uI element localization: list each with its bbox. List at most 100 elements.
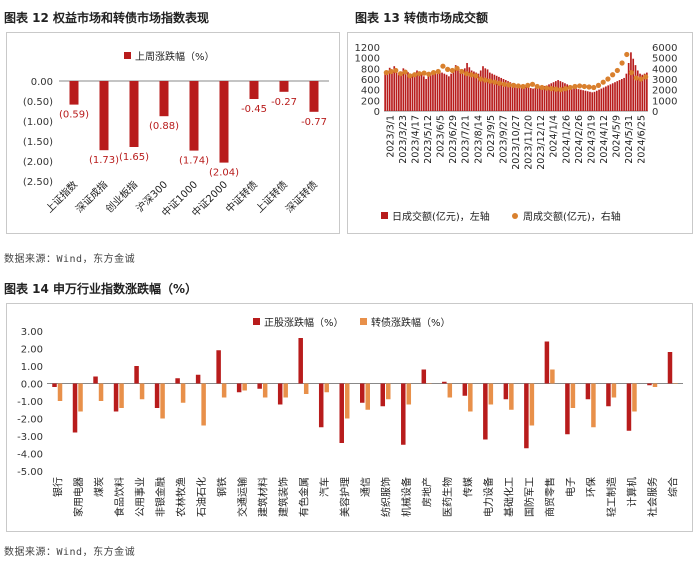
fig13-xtick-label: 2024/5/9	[612, 115, 623, 158]
fig13-daily-bar	[466, 63, 468, 111]
fig13-weekly-point	[614, 67, 620, 74]
fig13-weekly-point	[628, 70, 635, 76]
fig13-daily-bar	[620, 79, 623, 111]
fig12-data-label: (0.59)	[59, 110, 89, 121]
fig12-category-label: 中证转债	[223, 178, 260, 215]
fig13-daily-bar	[516, 84, 518, 111]
fig13-daily-bar	[475, 72, 478, 111]
fig13-weekly-point	[383, 70, 389, 76]
fig13-right-ytick-label: 3000	[652, 75, 677, 86]
fig14-category-label: 交通运输	[236, 477, 249, 517]
fig14-cb-bar	[139, 383, 145, 400]
fig12-category-label: 深证转债	[283, 178, 320, 215]
fig13-weekly-point	[562, 86, 569, 92]
fig12-data-label: (1.74)	[179, 156, 209, 167]
fig14-chart: 3.00 2.00 1.00 0.00 -1.00 -2.00 -3.00 -4.00 -5.0…	[17, 316, 683, 517]
fig13-daily-bar	[611, 83, 614, 111]
fig13-xtick-label: 2023/12/12	[536, 115, 547, 170]
fig13-daily-bar	[427, 74, 430, 111]
fig13-daily-bar	[584, 90, 587, 111]
fig13-daily-bar	[479, 70, 482, 111]
fig14-cb-bar	[591, 383, 596, 428]
fig13-left-ytick-label: 0	[374, 107, 380, 118]
fig13-daily-bar	[641, 74, 644, 111]
fig13-daily-bar	[557, 80, 559, 111]
fig14-stock-bar	[565, 383, 570, 435]
fig13-weekly-point	[605, 76, 611, 82]
fig13-daily-bar	[634, 65, 637, 111]
fig13-panel: 0 200 400 600 800 1000 1200 0 1000 2000 3000 4000 50…	[347, 32, 693, 234]
fig13-weekly-point	[430, 70, 437, 76]
fig14-category-label: 纺织服饰	[380, 477, 393, 517]
fig13-weekly-point	[487, 78, 493, 84]
fig13-weekly-point	[511, 82, 517, 88]
fig12-data-label: -0.77	[301, 117, 327, 128]
fig13-daily-bar	[580, 89, 582, 111]
fig13-daily-bar	[541, 86, 544, 111]
fig14-category-label: 商贸零售	[544, 477, 557, 517]
fig13-xtick-label: 2024/1/26	[561, 115, 572, 164]
fig12-bar	[69, 81, 79, 105]
fig13-weekly-point	[581, 83, 587, 90]
fig14-category-label: 银行	[51, 477, 64, 497]
fig14-stock-bar	[93, 376, 98, 384]
fig12-bar	[159, 81, 169, 117]
fig13-daily-bar	[450, 73, 452, 111]
source-note-top: 数据来源：Wind，东方金诚	[4, 254, 136, 265]
fig14-category-label: 钢铁	[215, 477, 228, 497]
fig14-stock-bar	[524, 383, 529, 449]
fig13-weekly-point	[544, 85, 550, 91]
fig13-left-ytick-label: 400	[361, 86, 380, 97]
fig13-daily-bar	[438, 70, 441, 111]
fig13-weekly-point	[449, 67, 455, 74]
fig14-stock-bar	[503, 383, 509, 400]
fig13-legend-weekly-swatch	[512, 213, 518, 219]
fig12-data-label: (0.88)	[149, 121, 179, 132]
fig13-xtick-label: 2023/9/5	[486, 115, 497, 158]
fig14-ytick-label: 1.00	[21, 362, 43, 373]
fig13-left-ytick-label: 1200	[355, 43, 380, 54]
fig13-daily-bar	[452, 71, 455, 111]
fig14-category-label: 家用电器	[72, 477, 85, 517]
fig13-weekly-point	[610, 72, 616, 78]
fig12-data-label: -0.27	[271, 97, 297, 108]
fig14-legend-stock-swatch	[253, 318, 260, 325]
fig13-daily-bar	[532, 88, 534, 111]
fig14-category-label: 环保	[585, 477, 598, 497]
fig13-xtick-label: 2023/9/27	[498, 115, 509, 164]
fig13-daily-bar	[525, 87, 528, 111]
fig13-daily-bar	[627, 63, 630, 111]
fig13-daily-bar	[504, 80, 507, 111]
fig12-chart: 0.00 (0.50) (1.00) (1.50) (2.00) (2.50) 上周涨跌幅（…	[23, 50, 329, 219]
fig13-weekly-point	[445, 66, 451, 72]
fig13-daily-bar	[573, 87, 575, 111]
fig13-xtick-label: 2023/11/20	[524, 115, 535, 170]
fig13-legend-weekly-label: 周成交额(亿元)，右轴	[523, 210, 621, 223]
fig12-data-label: (1.65)	[119, 152, 149, 163]
fig13-right-ytick-label: 6000	[652, 43, 677, 54]
fig14-stock-bar	[647, 383, 652, 386]
fig13-daily-bar	[429, 72, 432, 111]
fig13-daily-bar	[434, 71, 437, 111]
fig12-ytick-label: (2.50)	[23, 177, 53, 188]
fig12-ytick-label: 0.00	[31, 77, 53, 88]
fig13-daily-bar	[552, 82, 555, 111]
fig13-daily-bar	[623, 77, 625, 111]
fig13-daily-bar	[448, 76, 450, 111]
fig13-daily-bar	[498, 76, 500, 111]
fig13-daily-bar	[593, 91, 596, 111]
fig14-stock-bar	[380, 383, 386, 407]
fig14-category-label: 社会服务	[646, 477, 659, 517]
fig14-cb-bar	[303, 383, 309, 394]
fig14-category-label: 汽车	[318, 477, 331, 497]
fig14-cb-bar	[509, 383, 514, 410]
fig13-weekly-point	[591, 84, 597, 91]
fig14-cb-bar	[221, 383, 227, 398]
fig13-daily-bar	[577, 89, 580, 111]
fig13-daily-bar	[416, 70, 418, 111]
fig13-daily-bar	[470, 70, 473, 111]
fig13-weekly-point	[539, 84, 545, 91]
fig12-data-label: (2.04)	[209, 168, 239, 179]
fig14-stock-bar	[195, 374, 201, 384]
fig12-ytick-label: (0.50)	[23, 97, 53, 108]
